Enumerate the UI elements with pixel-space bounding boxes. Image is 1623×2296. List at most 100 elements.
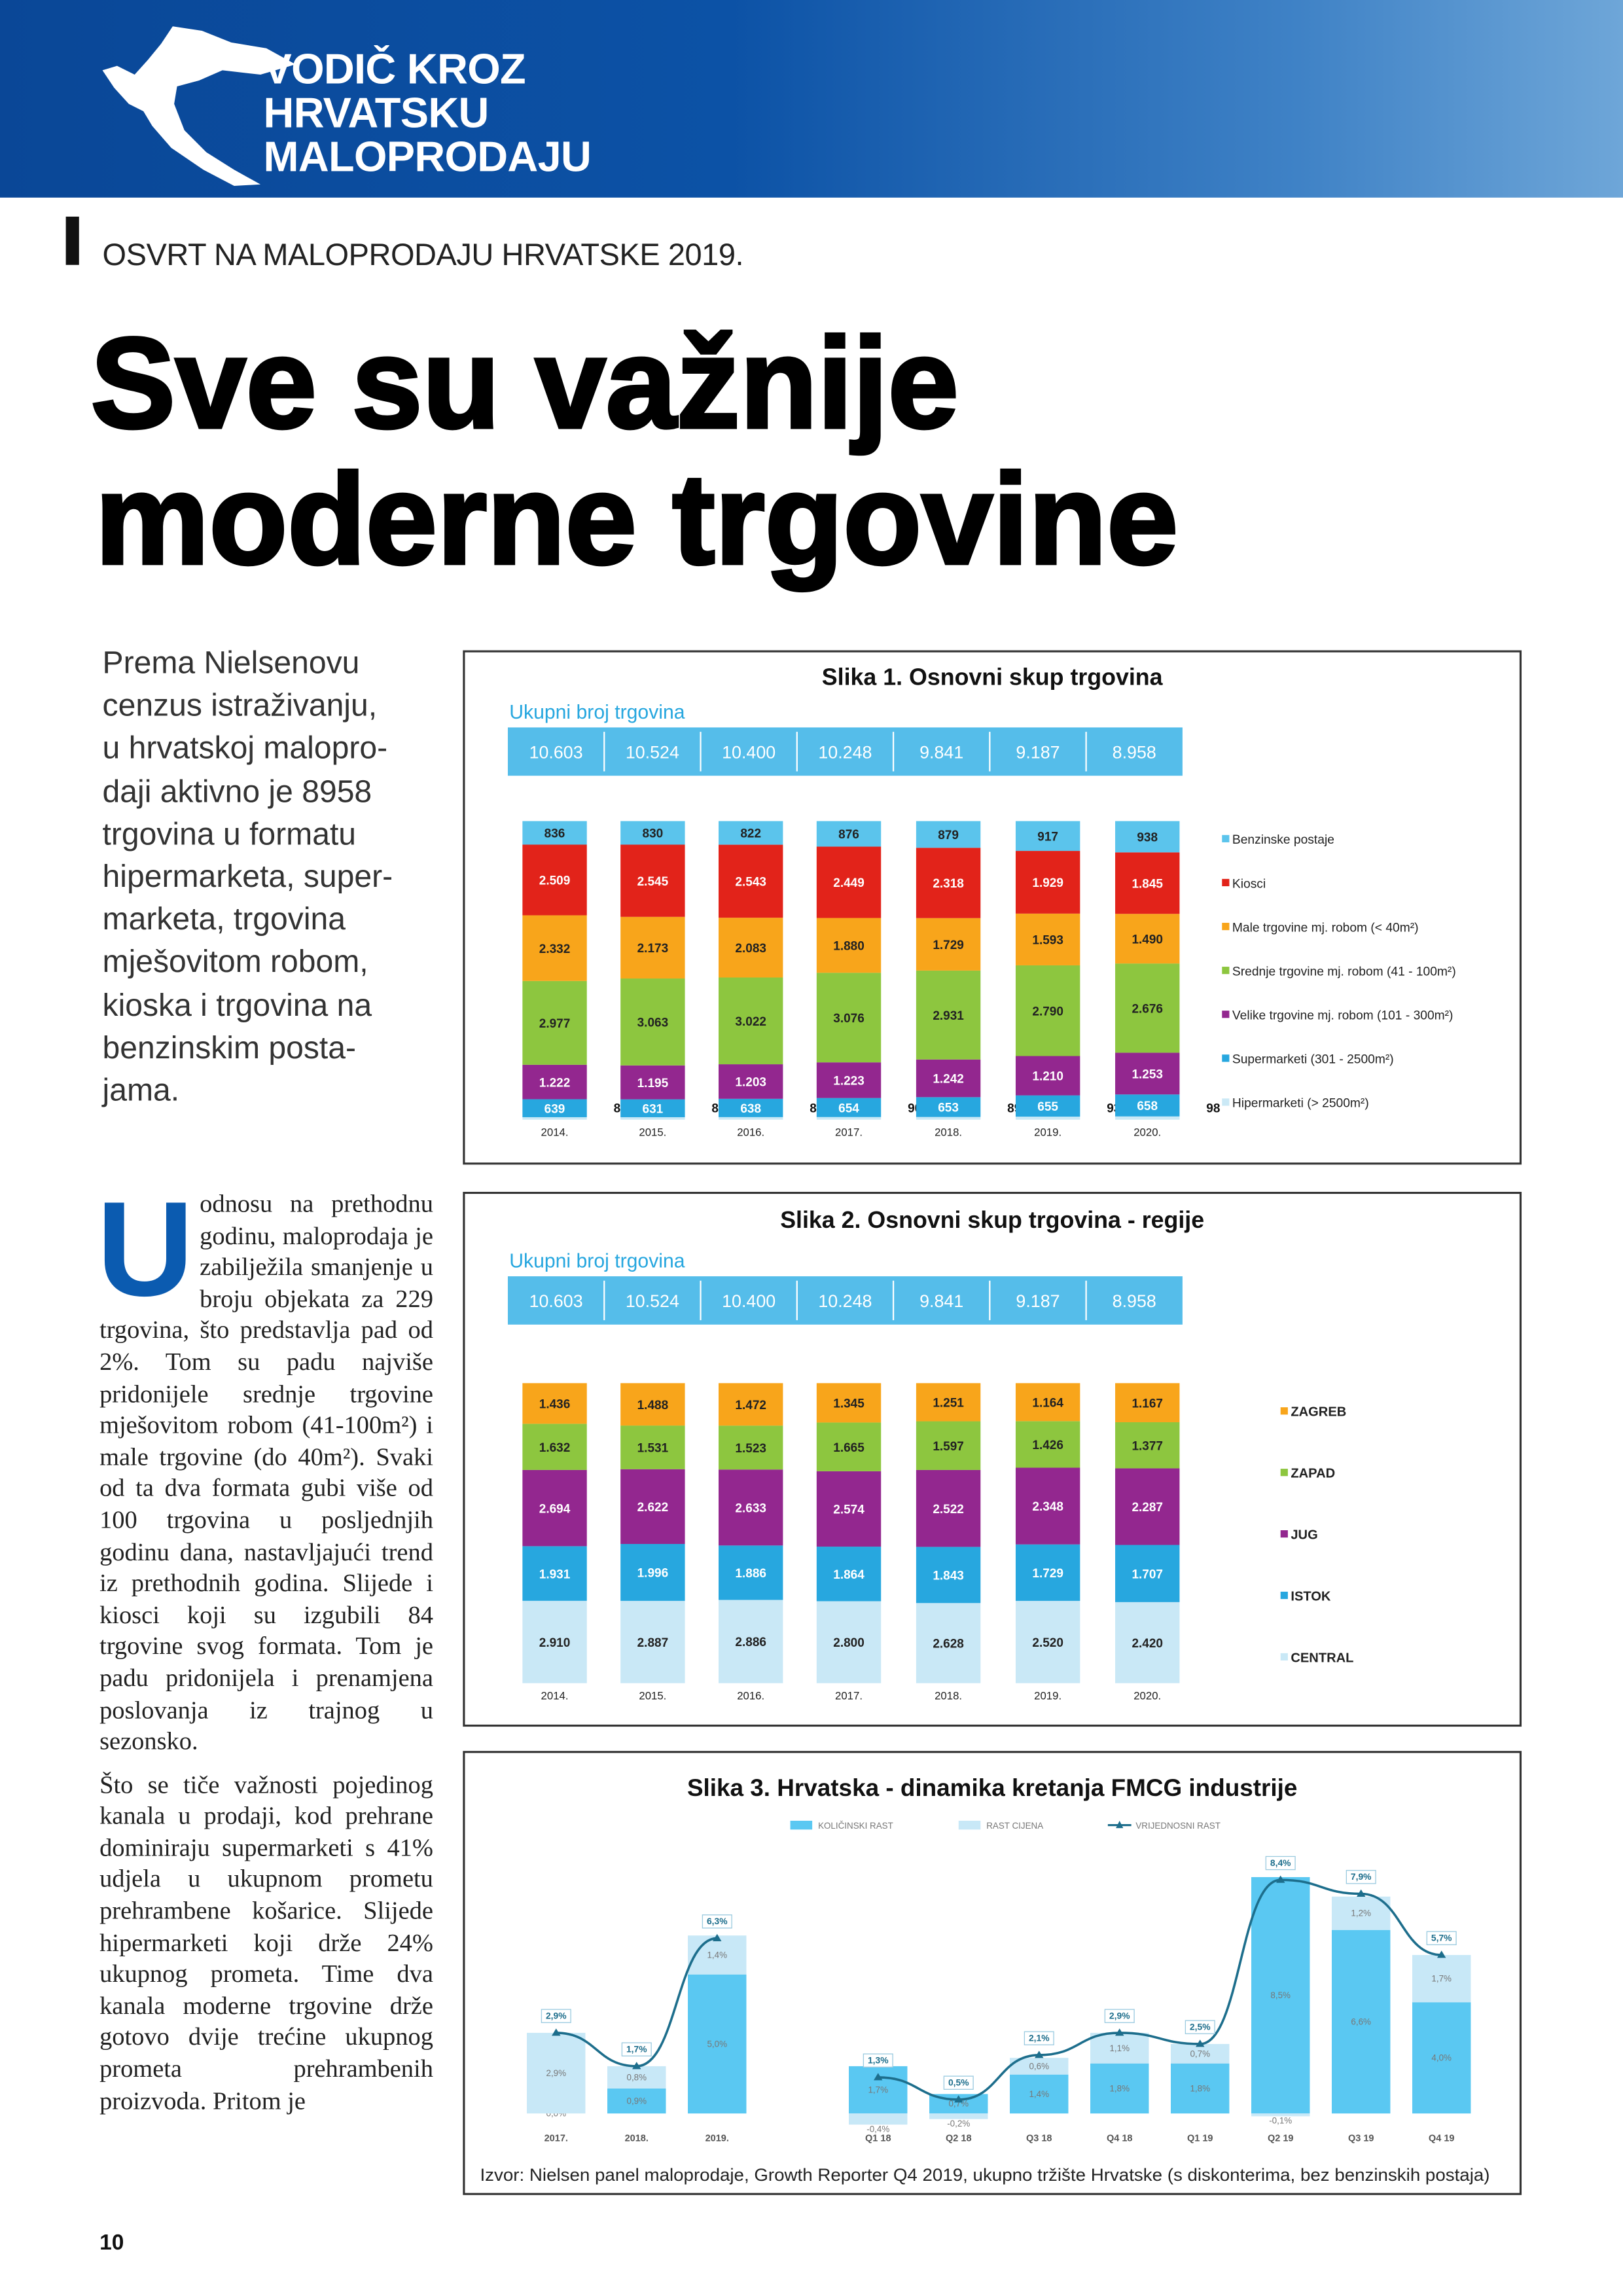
value-label: 2.332 [539, 942, 571, 956]
value-label: 1.167 [1132, 1397, 1163, 1410]
bar-segment [718, 918, 783, 978]
value-label: 2.800 [833, 1636, 865, 1650]
total-label: 8.958 [1113, 1291, 1156, 1311]
value-label: 1.426 [1032, 1439, 1063, 1452]
bar-segment [620, 1426, 685, 1469]
value-label: 1.729 [1032, 1567, 1063, 1581]
line-series [556, 1878, 1442, 2101]
bar-segment [522, 915, 587, 981]
intro-line: jama. [102, 1073, 180, 1108]
value-label: -0,2% [947, 2119, 970, 2128]
value-label: 98 [1206, 1102, 1220, 1116]
drop-cap: U [96, 1175, 194, 1325]
bar-segment [1115, 1545, 1180, 1602]
bar-segment [688, 1935, 747, 1975]
x-tick-label: 2014. [541, 1689, 569, 1702]
value-label: 2.520 [1032, 1636, 1063, 1650]
total-label: 10.603 [529, 1291, 583, 1311]
value-label: 836 [544, 827, 565, 841]
value-label: 1.203 [735, 1076, 766, 1090]
legend-label: KOLIČINSKI RAST [818, 1821, 893, 1831]
value-label-box [1265, 1856, 1296, 1871]
bar-segment [718, 844, 783, 918]
value-label: 1.472 [735, 1399, 766, 1412]
bar-segment [1015, 821, 1080, 852]
value-label: 830 [643, 827, 664, 841]
bar-segment [916, 918, 981, 971]
x-tick-label: 2020. [1133, 1689, 1161, 1702]
legend-swatch [1280, 1469, 1288, 1477]
value-label: 1.880 [833, 940, 865, 954]
intro-line: trgovina u formatu [102, 816, 357, 852]
bar-segment [816, 821, 882, 847]
intro-line: benzinskim posta- [102, 1030, 357, 1066]
value-label: 1.436 [539, 1397, 571, 1411]
value-label: 1.222 [539, 1076, 571, 1090]
total-label: 10.524 [626, 742, 679, 762]
bar-segment [718, 977, 783, 1065]
intro-line: daji aktivno je 8958 [102, 774, 372, 809]
value-label: 8,5% [1270, 1990, 1291, 2000]
value-label: 2.676 [1132, 1002, 1163, 1016]
bar-segment [916, 1421, 981, 1470]
intro-line: cenzus istraživanju, [102, 688, 378, 724]
value-label: 2.420 [1132, 1637, 1163, 1651]
value-label: 2.887 [637, 1636, 669, 1650]
croatia-map [102, 26, 296, 187]
x-tick-label: 2015. [639, 1689, 666, 1702]
value-label: 1,1% [1109, 2043, 1130, 2053]
total-label: 10.248 [818, 1291, 872, 1311]
total-label: 8.958 [1113, 742, 1156, 762]
value-label: 2,5% [1190, 2022, 1211, 2032]
bar-segment [816, 1547, 882, 1602]
value-label: 653 [938, 1102, 959, 1115]
legend-swatch [1280, 1530, 1288, 1538]
bar-segment [718, 821, 783, 845]
bar-segment [1251, 2113, 1310, 2117]
bar-segment [620, 1383, 685, 1426]
bar-segment [1015, 851, 1080, 914]
value-label: 5,0% [707, 2039, 727, 2049]
bar-segment [620, 1469, 685, 1544]
bar-segment [620, 1543, 685, 1601]
totals-band [507, 1276, 1183, 1325]
bar-segment [1090, 2032, 1149, 2064]
intro-line: hipermarketa, super- [102, 859, 393, 895]
bar-segment [1412, 2002, 1471, 2114]
source-note: Izvor: Nielsen panel maloprodaje, Growth… [480, 2165, 1489, 2185]
value-label: 1,3% [868, 2055, 889, 2066]
x-tick-label: 2019. [1034, 1689, 1061, 1702]
bar-segment [1115, 852, 1180, 914]
bar-segment [1015, 1056, 1080, 1096]
bar-segment [620, 1117, 685, 1120]
value-label: 631 [643, 1102, 664, 1116]
totals-title: Ukupni broj trgovina [509, 702, 685, 723]
line-marker [552, 2028, 561, 2036]
bar-segment [816, 1062, 882, 1098]
bar-segment [1115, 1422, 1180, 1469]
chart-title: Slika 2. Osnovni skup trgovina - regije [780, 1207, 1204, 1233]
figure-2: Slika 2. Osnovni skup trgovina - regije U… [463, 1191, 1522, 1727]
x-tick-label: Q3 18 [1026, 2134, 1052, 2144]
bar-segment [816, 918, 882, 973]
bar-segment [620, 916, 685, 979]
value-label: 2,1% [1029, 2033, 1050, 2043]
legend-label: RAST CIJENA [986, 1821, 1043, 1831]
total-label: 9.841 [919, 742, 963, 762]
bar-segment [718, 1383, 783, 1426]
legend-label: Srednje trgovine mj. robom (41 - 100m²) [1232, 965, 1456, 978]
value-label: 1.996 [637, 1567, 669, 1581]
legend-label: Velike trgovine mj. robom (101 - 300m²) [1232, 1009, 1454, 1023]
x-tick-label: 2016. [737, 1689, 764, 1702]
legend-label: CENTRAL [1291, 1651, 1353, 1665]
bar-segment [718, 1098, 783, 1117]
bar-segment [1171, 2043, 1230, 2064]
value-label: 654 [838, 1102, 859, 1115]
value-label: 7,9% [1351, 1871, 1372, 1882]
bar-segment [718, 1600, 783, 1683]
value-label: 1.490 [1132, 933, 1163, 946]
value-label: 2.694 [539, 1502, 571, 1516]
bar-segment [522, 1064, 587, 1100]
